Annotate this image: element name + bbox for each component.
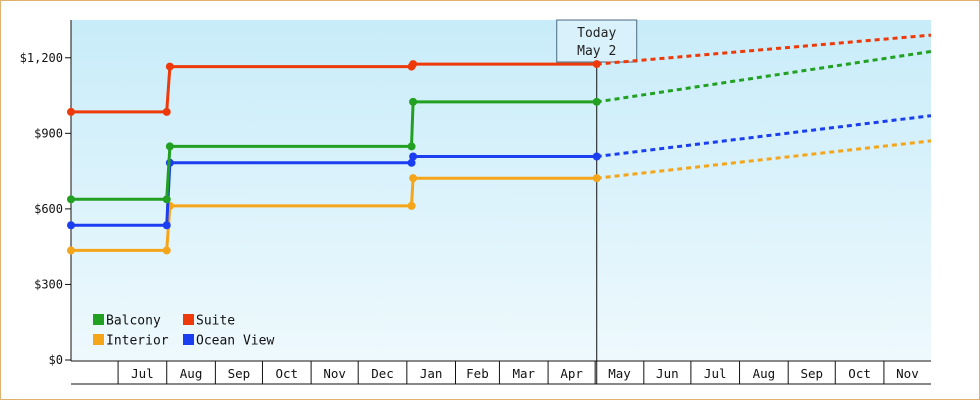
x-tick-label: Aug xyxy=(753,366,776,381)
legend-label-interior: Interior xyxy=(106,334,169,349)
x-tick-label: Jul xyxy=(131,366,154,381)
legend: Balcony Suite Interior Ocean View xyxy=(93,314,274,349)
series-line-ocean-view xyxy=(71,155,597,227)
forecast-line-balcony xyxy=(596,50,932,104)
data-point-ocean-view xyxy=(407,158,416,167)
data-point-suite xyxy=(592,60,601,69)
series-suite xyxy=(67,33,932,116)
data-point-balcony xyxy=(67,195,75,204)
today-marker: Today May 2 xyxy=(556,19,638,384)
x-tick-label: Sep xyxy=(800,366,823,381)
x-tick-label: Mar xyxy=(512,366,535,381)
series-line-suite xyxy=(71,62,597,114)
series-line-balcony xyxy=(71,100,597,201)
x-tick-label: Feb xyxy=(466,366,489,381)
series-line-interior xyxy=(71,176,597,252)
y-tick-label: $1,200 xyxy=(20,51,63,65)
y-tick-label: $600 xyxy=(34,202,63,216)
legend-swatch-interior xyxy=(93,334,104,345)
x-tick-label: Jul xyxy=(704,366,727,381)
y-tick-label: $900 xyxy=(34,126,63,140)
legend-label-suite: Suite xyxy=(196,314,235,329)
today-label-box xyxy=(556,19,638,63)
forecast-line-suite xyxy=(596,33,932,66)
data-point-suite xyxy=(165,62,174,71)
legend-swatch-balcony xyxy=(93,314,104,325)
x-axis: Jul Aug Sep Oct Nov Dec Jan Feb Mar Apr May Jun Jul A… xyxy=(71,360,931,385)
legend-swatch-suite xyxy=(183,314,194,325)
data-point-balcony xyxy=(162,195,171,204)
data-point-suite xyxy=(409,60,418,69)
forecast-line-interior xyxy=(596,139,932,180)
data-point-ocean-view xyxy=(162,221,171,230)
plot-area xyxy=(71,20,931,360)
x-tick-label: May xyxy=(608,366,631,381)
data-point-balcony xyxy=(407,142,416,151)
data-point-interior xyxy=(592,174,601,183)
data-point-interior xyxy=(67,246,75,255)
series-interior xyxy=(67,139,932,255)
data-point-interior xyxy=(409,174,418,183)
x-tick-label: Nov xyxy=(323,366,346,381)
x-tick-label: Apr xyxy=(560,366,583,381)
data-point-ocean-view xyxy=(409,152,418,161)
data-point-suite xyxy=(67,107,75,116)
data-point-suite xyxy=(162,107,171,116)
x-tick-label: Jan xyxy=(420,366,443,381)
x-tick-label: Jun xyxy=(656,366,679,381)
series-ocean-view xyxy=(67,114,932,230)
x-tick-label: Sep xyxy=(228,366,251,381)
series-layer xyxy=(67,33,932,255)
data-point-balcony xyxy=(165,142,174,151)
series-balcony xyxy=(67,50,932,204)
x-tick-label: Nov xyxy=(896,366,919,381)
data-point-ocean-view xyxy=(592,152,601,161)
data-point-balcony xyxy=(409,97,418,106)
y-tick-label: $300 xyxy=(34,277,63,291)
data-point-ocean-view xyxy=(67,221,75,230)
today-date: May 2 xyxy=(577,44,616,59)
legend-swatch-ocean-view xyxy=(183,334,194,345)
data-point-interior xyxy=(407,201,416,210)
legend-label-balcony: Balcony xyxy=(106,314,161,329)
data-point-balcony xyxy=(592,97,601,106)
y-axis: $0 $300 $600 $900 $1,200 xyxy=(20,20,72,367)
y-tick-label: $0 xyxy=(49,353,63,367)
forecast-line-ocean-view xyxy=(596,114,932,158)
legend-label-ocean-view: Ocean View xyxy=(196,334,274,349)
today-label: Today xyxy=(577,26,616,41)
x-tick-label: Aug xyxy=(180,366,203,381)
x-tick-label: Oct xyxy=(848,366,871,381)
data-point-interior xyxy=(162,246,171,255)
x-tick-label: Dec xyxy=(371,366,394,381)
x-tick-label: Oct xyxy=(275,366,298,381)
